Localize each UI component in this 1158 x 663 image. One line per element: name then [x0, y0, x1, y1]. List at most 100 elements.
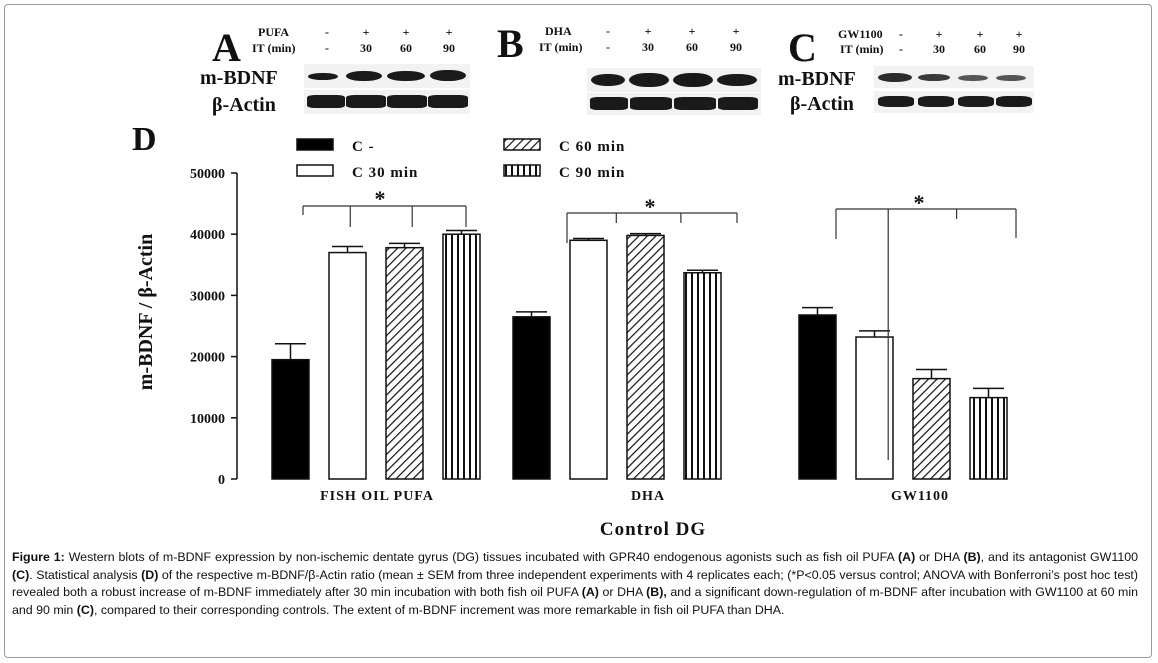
blot-b-treatment-label: DHA — [545, 24, 572, 38]
panel-letter-a: A — [212, 25, 241, 70]
blot-c-treatment-label: GW1100 — [838, 27, 883, 41]
blot-b-it-value: 60 — [686, 40, 698, 54]
y-tick-label: 30000 — [190, 289, 225, 304]
blot-band — [346, 71, 382, 81]
caption-text: and a significant down-regulation of m-B… — [12, 585, 1138, 617]
y-tick-label: 40000 — [190, 228, 225, 243]
blot-band — [307, 95, 345, 108]
legend-swatch — [296, 164, 334, 177]
bar — [912, 377, 951, 480]
figure-frame — [4, 4, 1152, 658]
blot-band — [590, 97, 628, 110]
caption-figure-label: Figure 1: — [12, 550, 65, 564]
blot-b-it-value: 90 — [730, 40, 742, 54]
blot-band — [591, 74, 625, 86]
blot-c-row-label-bdnf: m-BDNF — [778, 68, 856, 90]
blot-band — [918, 96, 954, 107]
blot-band — [673, 73, 713, 87]
blot-band — [428, 95, 468, 108]
x-tick-label: FISH OIL PUFA — [320, 489, 434, 504]
caption-text: , and its antagonist GW1100 — [980, 550, 1138, 564]
blot-b-it-label: IT (min) — [539, 40, 583, 54]
blot-a-it-value: 30 — [360, 41, 372, 55]
blot-c-bdnf-strip — [874, 66, 1034, 88]
caption-ref: (A) — [898, 550, 916, 564]
blot-c-it-value: 60 — [974, 42, 986, 56]
legend-label: C 90 min — [559, 165, 625, 181]
y-tick-label: 50000 — [190, 167, 225, 182]
caption-ref: (D) — [141, 567, 159, 582]
blot-c-row-label-actin: β-Actin — [790, 93, 854, 115]
chart-legend: C - C 30 min C 60 min C 90 min — [296, 138, 625, 181]
y-axis-title: m-BDNF / β-Actin — [135, 234, 157, 390]
blot-band — [717, 74, 757, 86]
significance-star: * — [914, 190, 925, 215]
legend-swatch — [296, 138, 334, 151]
legend-label: C 30 min — [352, 165, 418, 181]
caption-text: of the respective m-BDNF/β-Actin ratio (… — [12, 567, 1138, 600]
blot-a-sign: + — [445, 25, 453, 39]
blot-c-sign: + — [976, 27, 984, 41]
bar — [855, 336, 894, 480]
legend-swatch — [503, 164, 541, 177]
caption-ref: (A) — [581, 585, 599, 600]
blot-c-sign: + — [1015, 27, 1023, 41]
blot-a-sign: + — [362, 25, 370, 39]
blot-a-treatment-label: PUFA — [258, 25, 290, 39]
blot-c-it-value: 30 — [933, 42, 945, 56]
x-tick-label: DHA — [631, 489, 665, 504]
blot-band — [878, 96, 914, 107]
blot-a-sign: - — [325, 25, 329, 39]
blot-band — [387, 71, 425, 81]
blot-band — [958, 75, 988, 81]
blot-band — [958, 96, 994, 107]
blot-a-sign: + — [402, 25, 410, 39]
blot-band — [308, 73, 338, 80]
blot-band — [996, 96, 1032, 107]
bar — [798, 314, 837, 480]
significance-brackets: * * * — [302, 186, 1017, 460]
panel-letter-c: C — [788, 25, 817, 70]
bar-chart: D C - C 30 min C 60 min C 90 min 0 10000 2000… — [132, 121, 1017, 540]
blot-b-it-value: 30 — [642, 40, 654, 54]
caption-text: or DHA — [915, 550, 964, 564]
bar — [271, 358, 310, 480]
x-tick-label: GW1100 — [891, 489, 949, 504]
figure-caption: Figure 1: Western blots of m-BDNF expres… — [12, 549, 1138, 619]
blot-b-sign: + — [732, 24, 740, 38]
blot-c-actin-strip — [874, 91, 1034, 113]
significance-star: * — [645, 194, 656, 219]
x-axis: FISH OIL PUFA DHA GW1100 — [320, 489, 949, 504]
y-tick-label: 10000 — [190, 412, 225, 427]
blot-a-it-value: 60 — [400, 41, 412, 55]
caption-text: , compared to their corresponding contro… — [93, 602, 785, 617]
bar — [385, 246, 424, 480]
significance-star: * — [375, 186, 386, 211]
x-axis-title: Control DG — [600, 519, 706, 540]
caption-ref: (C) — [12, 567, 30, 582]
blot-band — [630, 97, 672, 110]
blot-band — [718, 97, 758, 110]
y-axis: 0 10000 20000 30000 40000 50000 — [190, 167, 238, 488]
blot-c-it-label: IT (min) — [840, 42, 884, 56]
blot-band — [387, 95, 427, 108]
caption-ref: (B) — [963, 550, 981, 564]
legend-label: C 60 min — [559, 139, 625, 155]
panel-letter-b: B — [497, 21, 524, 66]
blot-b-sign: + — [644, 24, 652, 38]
bar — [569, 239, 608, 480]
blot-a-it-label: IT (min) — [252, 41, 296, 55]
blot-c-it-value: - — [899, 42, 903, 56]
blot-c-it-value: 90 — [1013, 42, 1025, 56]
blot-band — [430, 70, 466, 81]
caption-text: . Statistical analysis — [29, 567, 142, 582]
blot-b-it-value: - — [606, 40, 610, 54]
legend-swatch — [503, 138, 541, 151]
blot-band — [996, 75, 1026, 81]
panel-letter-d: D — [132, 121, 157, 158]
caption-ref: (B), — [646, 585, 667, 600]
caption-ref: (C) — [76, 602, 94, 617]
bars — [271, 229, 1008, 480]
blot-a-row-label-actin: β-Actin — [212, 94, 276, 116]
y-tick-label: 20000 — [190, 351, 225, 366]
